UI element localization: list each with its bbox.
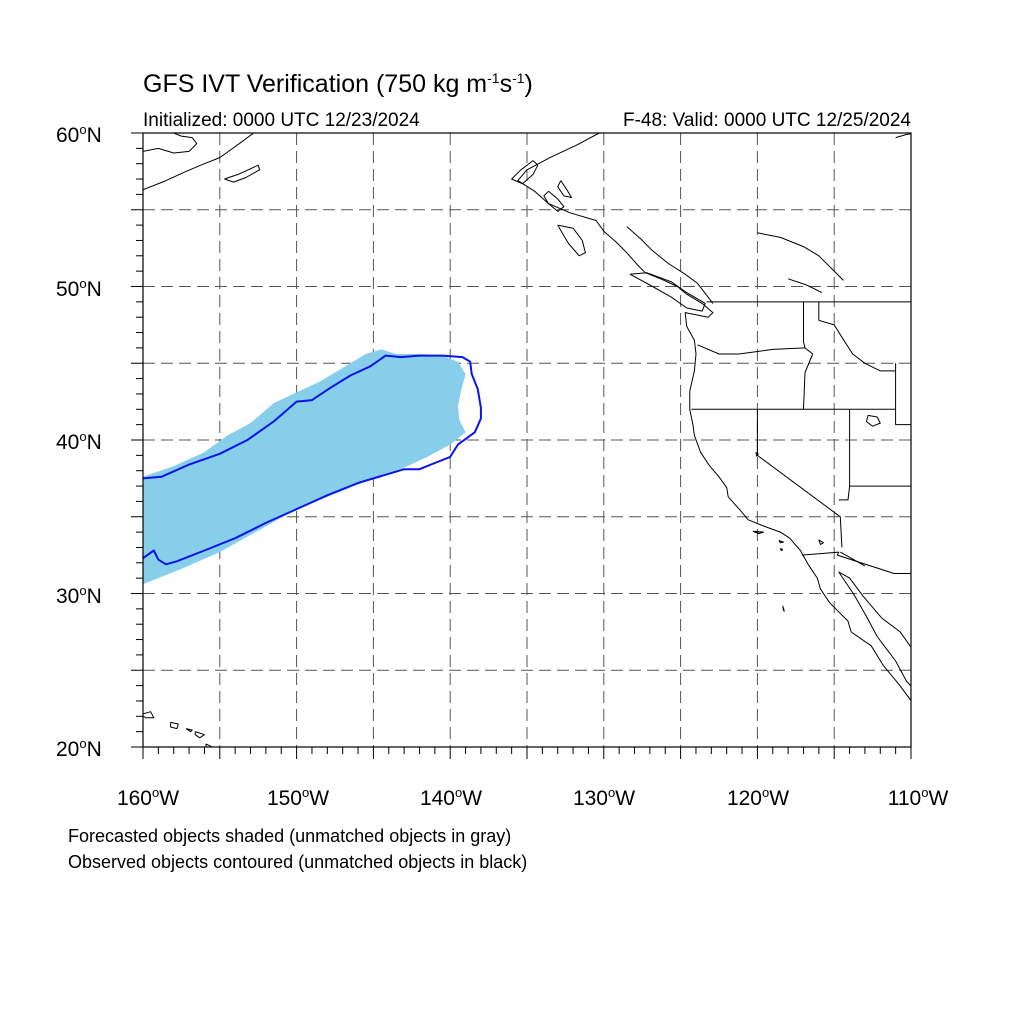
lon-label-160w: 160oW xyxy=(116,785,180,810)
forecast-object-polygon xyxy=(143,349,466,585)
political-border xyxy=(818,301,896,372)
vancouver-island-outline xyxy=(629,272,706,312)
coastline-fragment xyxy=(895,133,911,139)
legend-observed-note: Observed objects contoured (unmatched ob… xyxy=(68,852,528,872)
map-frame xyxy=(142,132,912,748)
political-border xyxy=(697,344,806,355)
kodiak-island-outline xyxy=(224,164,261,183)
channel-island-outline xyxy=(778,540,784,544)
bc-mainland-coastline xyxy=(626,226,714,304)
political-border xyxy=(756,409,843,548)
se-alaska-island-outline xyxy=(511,160,539,185)
alaska-peninsula-coastline xyxy=(143,133,254,191)
tick-marks xyxy=(131,132,912,759)
hawaii-island-outline xyxy=(185,728,193,733)
salton-sea-outline xyxy=(818,539,824,545)
coastlines-and-borders xyxy=(143,133,911,747)
political-border xyxy=(838,409,851,501)
observed-object-contour xyxy=(143,354,482,566)
lon-label-110w: 110oW xyxy=(887,785,949,810)
lon-label-140w: 140oW xyxy=(419,785,483,810)
se-alaska-island-outline xyxy=(557,180,572,198)
hawaii-island-outline xyxy=(194,731,205,739)
forecast-object-shading xyxy=(143,349,466,585)
north-america-coastline xyxy=(517,133,911,702)
haida-gwaii-outline xyxy=(557,224,586,257)
se-alaska-island-outline xyxy=(543,190,565,212)
lon-label-130w: 130oW xyxy=(572,785,636,810)
lat-label-50n: 50oN xyxy=(56,276,102,301)
legend-forecast-note: Forecasted objects shaded (unmatched obj… xyxy=(68,826,512,846)
lat-label-40n: 40oN xyxy=(56,429,102,454)
lat-label-60n: 60oN xyxy=(56,122,102,147)
lon-label-150w: 150oW xyxy=(266,785,330,810)
guadalupe-island-outline xyxy=(782,605,785,612)
hawaii-island-outline xyxy=(170,721,179,730)
political-border xyxy=(895,363,911,426)
hawaii-island-outline xyxy=(143,711,155,719)
lat-label-20n: 20oN xyxy=(56,736,102,761)
great-salt-lake-outline xyxy=(866,414,881,427)
observed-object-contour-line xyxy=(143,354,482,566)
political-border xyxy=(801,551,911,574)
chart-title: GFS IVT Verification (750 kg m-1s-1) xyxy=(143,70,533,98)
river-line xyxy=(757,232,844,281)
valid-time-label: F-48: Valid: 0000 UTC 12/25/2024 xyxy=(623,110,911,131)
channel-island-outline xyxy=(779,547,784,551)
lat-label-30n: 30oN xyxy=(56,583,102,608)
alaska-coastline xyxy=(143,133,198,154)
channel-island-outline xyxy=(752,530,764,535)
lon-label-120w: 120oW xyxy=(726,785,790,810)
river-line xyxy=(787,278,823,294)
init-time-label: Initialized: 0000 UTC 12/23/2024 xyxy=(143,110,420,131)
political-border xyxy=(803,301,814,410)
political-border xyxy=(840,551,866,567)
